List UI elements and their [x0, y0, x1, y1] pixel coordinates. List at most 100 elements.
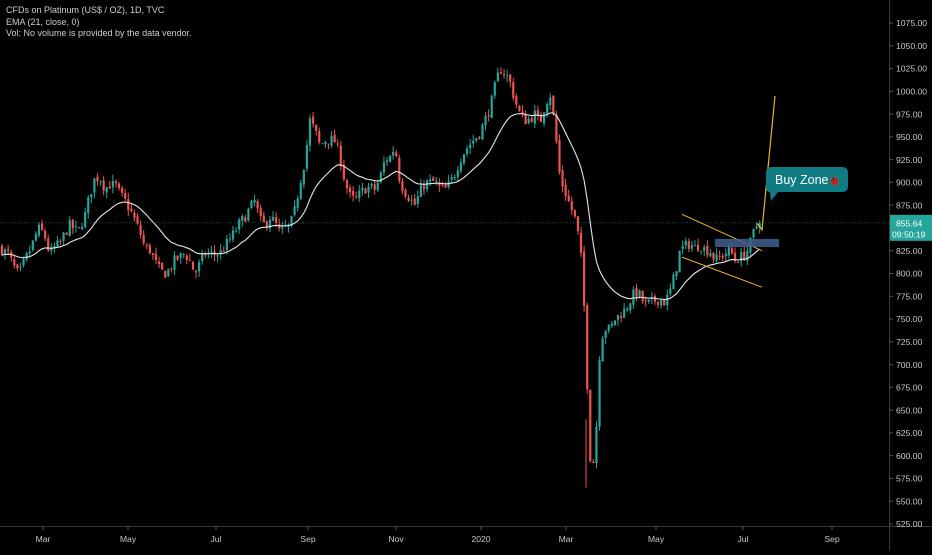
- candle-body: [392, 151, 395, 156]
- candle-body: [74, 226, 78, 228]
- candle-body: [194, 271, 198, 273]
- candle-body: [3, 249, 7, 255]
- candle-body: [59, 241, 62, 243]
- candle-body: [50, 248, 53, 251]
- candle-body: [117, 183, 121, 189]
- candle-body: [321, 143, 324, 145]
- candle-body: [613, 320, 617, 325]
- y-tick-label: 650.00: [896, 405, 923, 415]
- y-tick-label: 725.00: [896, 337, 923, 347]
- y-tick-label: 625.00: [896, 428, 923, 438]
- candle-body: [241, 215, 244, 222]
- candles: [0, 67, 761, 469]
- x-tick-label: Jul: [211, 534, 222, 544]
- candle-body: [601, 338, 604, 362]
- candle-body: [398, 157, 401, 182]
- candle-body: [13, 259, 16, 266]
- candle-body: [342, 164, 345, 180]
- candle-body: [583, 251, 586, 306]
- y-tick-label: 900.00: [896, 178, 923, 188]
- candle-body: [382, 162, 386, 173]
- volume-indicator-label: Vol: No volume is provided by the data v…: [6, 28, 192, 38]
- candle-body: [752, 229, 755, 238]
- candle-body: [93, 178, 96, 193]
- candle-body: [47, 238, 50, 251]
- candle-body: [339, 145, 342, 167]
- y-tick-label: 700.00: [896, 360, 923, 370]
- candle-body: [472, 141, 475, 144]
- candle-body: [546, 104, 549, 114]
- candle-body: [355, 196, 358, 198]
- candle-body: [465, 148, 469, 154]
- candle-body: [721, 255, 724, 258]
- candle-body: [536, 109, 540, 116]
- y-tick-label: 1025.00: [896, 64, 927, 74]
- candle-body: [666, 294, 669, 306]
- y-tick-label: 550.00: [896, 496, 923, 506]
- candle-body: [675, 271, 678, 277]
- candle-body: [108, 186, 111, 189]
- candle-body: [542, 112, 546, 124]
- candle-body: [647, 299, 650, 302]
- candle-body: [182, 254, 185, 256]
- candle-body: [345, 180, 349, 189]
- candle-body: [148, 245, 151, 254]
- candle-body: [299, 182, 302, 200]
- candle-body: [268, 219, 272, 229]
- y-tick-label: 775.00: [896, 291, 923, 301]
- candle-body: [478, 136, 481, 139]
- candle-body: [198, 262, 201, 272]
- candle-body: [157, 261, 161, 265]
- candle-body: [124, 193, 127, 199]
- candle-body: [623, 308, 626, 318]
- candle-body: [238, 219, 241, 230]
- candle-body: [164, 270, 167, 278]
- candle-body: [570, 201, 573, 211]
- candle-body: [102, 180, 105, 191]
- candle-body: [324, 142, 327, 145]
- candle-body: [179, 253, 182, 258]
- y-tick-label: 1050.00: [896, 41, 927, 51]
- x-tick-label: Jul: [738, 534, 749, 544]
- candle-body: [154, 253, 158, 260]
- candle-body: [25, 252, 28, 260]
- candle-body: [444, 185, 447, 188]
- candle-body: [555, 114, 558, 142]
- candle-body: [210, 251, 213, 253]
- buy-zone-label: Buy Zone: [775, 173, 829, 187]
- candle-body: [114, 181, 118, 184]
- candle-body: [7, 249, 10, 252]
- candle-body: [693, 245, 697, 247]
- candle-body: [712, 252, 715, 260]
- candle-body: [256, 201, 259, 209]
- y-tick-label: 675.00: [896, 383, 923, 393]
- candle-body: [330, 136, 333, 146]
- candle-body: [37, 224, 41, 236]
- candle-body: [533, 110, 536, 124]
- y-tick-label: 1075.00: [896, 18, 927, 28]
- candle-body: [524, 113, 527, 125]
- candle-body: [475, 138, 478, 141]
- x-tick-label: Mar: [559, 534, 574, 544]
- candle-body: [318, 131, 321, 143]
- y-tick-label: 825.00: [896, 246, 923, 256]
- candle-body: [173, 255, 176, 270]
- candle-body: [111, 180, 114, 188]
- candle-body: [191, 261, 195, 270]
- x-tick-label: Mar: [36, 534, 51, 544]
- candle-body: [573, 209, 576, 217]
- candle-body: [656, 301, 660, 306]
- candle-body: [361, 187, 364, 191]
- candle-body: [758, 223, 761, 228]
- y-tick-label: 600.00: [896, 451, 923, 461]
- x-tick-label: May: [120, 534, 137, 544]
- last-price-badge: [890, 214, 932, 241]
- x-tick-label: 2020: [471, 534, 490, 544]
- candle-body: [352, 190, 355, 196]
- y-tick-label: 950.00: [896, 132, 923, 142]
- candle-body: [653, 295, 657, 302]
- candle-body: [151, 253, 155, 255]
- ema-indicator-label: EMA (21, close, 0): [6, 16, 80, 27]
